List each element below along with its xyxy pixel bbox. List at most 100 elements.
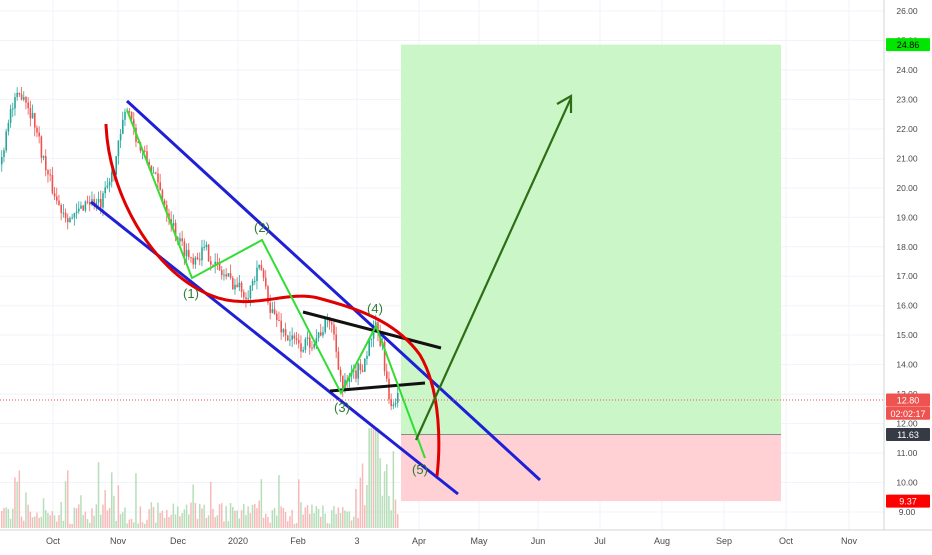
candle-body bbox=[71, 217, 73, 219]
time-tick-label: Sep bbox=[716, 536, 732, 546]
candle-body bbox=[47, 170, 49, 175]
volume-bar bbox=[254, 504, 256, 528]
volume-bar bbox=[60, 502, 62, 528]
candle-body bbox=[27, 102, 29, 109]
price-tick-label: 23.00 bbox=[896, 94, 918, 104]
time-tick-label: Feb bbox=[290, 536, 306, 546]
candle-body bbox=[258, 264, 260, 268]
candle-body bbox=[309, 337, 311, 348]
candle-body bbox=[331, 322, 333, 325]
volume-bar bbox=[390, 510, 392, 528]
volume-bar bbox=[161, 510, 164, 528]
volume-bar bbox=[3, 507, 5, 528]
volume-bar bbox=[366, 484, 368, 528]
candle-body bbox=[144, 150, 146, 152]
volume-bar bbox=[313, 513, 315, 528]
volume-bar bbox=[69, 523, 71, 528]
candle-body bbox=[137, 141, 139, 143]
volume-bar bbox=[190, 502, 192, 528]
volume-bar bbox=[168, 517, 170, 528]
candle-body bbox=[97, 198, 100, 203]
volume-bar bbox=[302, 514, 304, 528]
price-tag: 12.80 bbox=[886, 393, 930, 407]
price-tag-bg bbox=[886, 393, 930, 407]
volume-bar bbox=[353, 516, 355, 528]
price-tick-label: 15.00 bbox=[896, 330, 918, 340]
volume-bar bbox=[150, 502, 153, 528]
volume-bar bbox=[276, 515, 278, 528]
candle-body bbox=[313, 343, 315, 348]
volume-bar bbox=[78, 504, 80, 528]
volume-bar bbox=[333, 506, 335, 528]
volume-bar bbox=[229, 502, 232, 528]
candle-body bbox=[9, 109, 12, 123]
candle-body bbox=[38, 132, 40, 137]
time-tick-label: Apr bbox=[412, 536, 426, 546]
volume-bar bbox=[212, 508, 214, 528]
candle-body bbox=[14, 97, 16, 109]
volume-bar bbox=[243, 504, 245, 528]
candle-body bbox=[342, 375, 344, 389]
volume-bar bbox=[185, 504, 188, 528]
candle-body bbox=[353, 370, 355, 372]
volume-bar bbox=[108, 508, 111, 528]
candle-body bbox=[212, 264, 214, 266]
volume-bar bbox=[232, 506, 234, 528]
volume-bar bbox=[31, 517, 34, 528]
projection-arrow-line bbox=[414, 97, 573, 441]
volume-bar bbox=[146, 519, 148, 528]
volume-bar bbox=[377, 428, 379, 528]
volume-bar bbox=[298, 479, 300, 528]
volume-bar bbox=[12, 508, 14, 528]
time-tick-label: Nov bbox=[110, 536, 127, 546]
candle-body bbox=[225, 274, 227, 277]
candle-body bbox=[31, 113, 34, 119]
candle-body bbox=[304, 339, 307, 350]
candle-body bbox=[293, 335, 296, 339]
candle-body bbox=[375, 322, 377, 326]
candle-body bbox=[159, 182, 161, 191]
candle-body bbox=[29, 108, 32, 119]
time-tick-label: 3 bbox=[354, 536, 359, 546]
price-tag-label: 02:02:17 bbox=[890, 409, 925, 419]
candle-body bbox=[64, 212, 67, 219]
volume-bar bbox=[256, 508, 258, 528]
volume-bar bbox=[234, 510, 236, 528]
volume-bar bbox=[337, 507, 340, 528]
profit-zone bbox=[401, 44, 781, 435]
volume-bars bbox=[1, 428, 399, 528]
volume-bar bbox=[249, 512, 252, 528]
candle-body bbox=[185, 249, 188, 257]
candle-body bbox=[179, 238, 181, 242]
price-tick-label: 14.00 bbox=[896, 360, 918, 370]
volume-bar bbox=[196, 518, 199, 528]
candle-body bbox=[150, 165, 153, 174]
candle-body bbox=[238, 282, 241, 288]
volume-bar bbox=[18, 470, 21, 528]
candle-body bbox=[324, 318, 326, 333]
price-tick-label: 22.00 bbox=[896, 124, 918, 134]
candle-body bbox=[201, 247, 203, 261]
time-tick-label: Jun bbox=[531, 536, 546, 546]
volume-bar bbox=[97, 462, 100, 528]
volume-bar bbox=[201, 508, 203, 528]
volume-bar bbox=[115, 521, 117, 528]
candle-body bbox=[199, 259, 201, 261]
candle-body bbox=[18, 92, 21, 95]
candle-body bbox=[207, 244, 210, 262]
candle-body bbox=[366, 355, 368, 359]
candle-body bbox=[80, 205, 82, 209]
candle-body bbox=[108, 182, 111, 186]
volume-bar bbox=[315, 506, 318, 528]
candle-body bbox=[245, 297, 247, 300]
candle-body bbox=[117, 140, 120, 157]
volume-bar bbox=[306, 505, 309, 528]
volume-bar bbox=[144, 523, 146, 528]
price-tag: 9.37 bbox=[886, 494, 930, 508]
volume-bar bbox=[67, 470, 69, 528]
volume-bar bbox=[359, 477, 362, 528]
candle-body bbox=[130, 111, 133, 120]
time-tick-label: 2020 bbox=[228, 536, 248, 546]
